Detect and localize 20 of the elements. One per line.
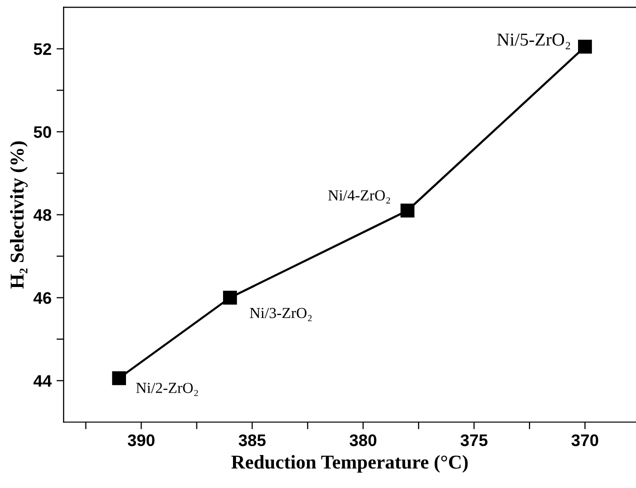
annotation: Ni/3-ZrO₂ — [250, 308, 312, 322]
x-tick-label: 370 — [571, 434, 598, 446]
x-tick-label: 385 — [238, 434, 266, 446]
y-axis-title: H₂ Selectivity (%) — [10, 141, 28, 289]
y-tick-label: 46 — [34, 292, 52, 304]
annotation: Ni/4-ZrO₂ — [328, 190, 390, 204]
point — [223, 290, 237, 305]
point — [112, 371, 126, 386]
x-axis-title: Reduction Temperature (°C) — [231, 455, 468, 473]
y-tick-label: 50 — [34, 126, 52, 138]
y-tick-label: 52 — [34, 43, 52, 56]
y-tick-label: 44 — [34, 375, 52, 387]
annotation: Ni/5-ZrO₂ — [497, 34, 570, 50]
annotation: Ni/2-ZrO₂ — [136, 382, 198, 396]
x-tick-label: 380 — [350, 434, 376, 446]
x-tick-label: 375 — [460, 434, 488, 446]
y-tick-label: 48 — [34, 209, 52, 221]
point — [400, 204, 414, 218]
point — [578, 40, 592, 54]
x-tick-label: 390 — [128, 434, 154, 446]
